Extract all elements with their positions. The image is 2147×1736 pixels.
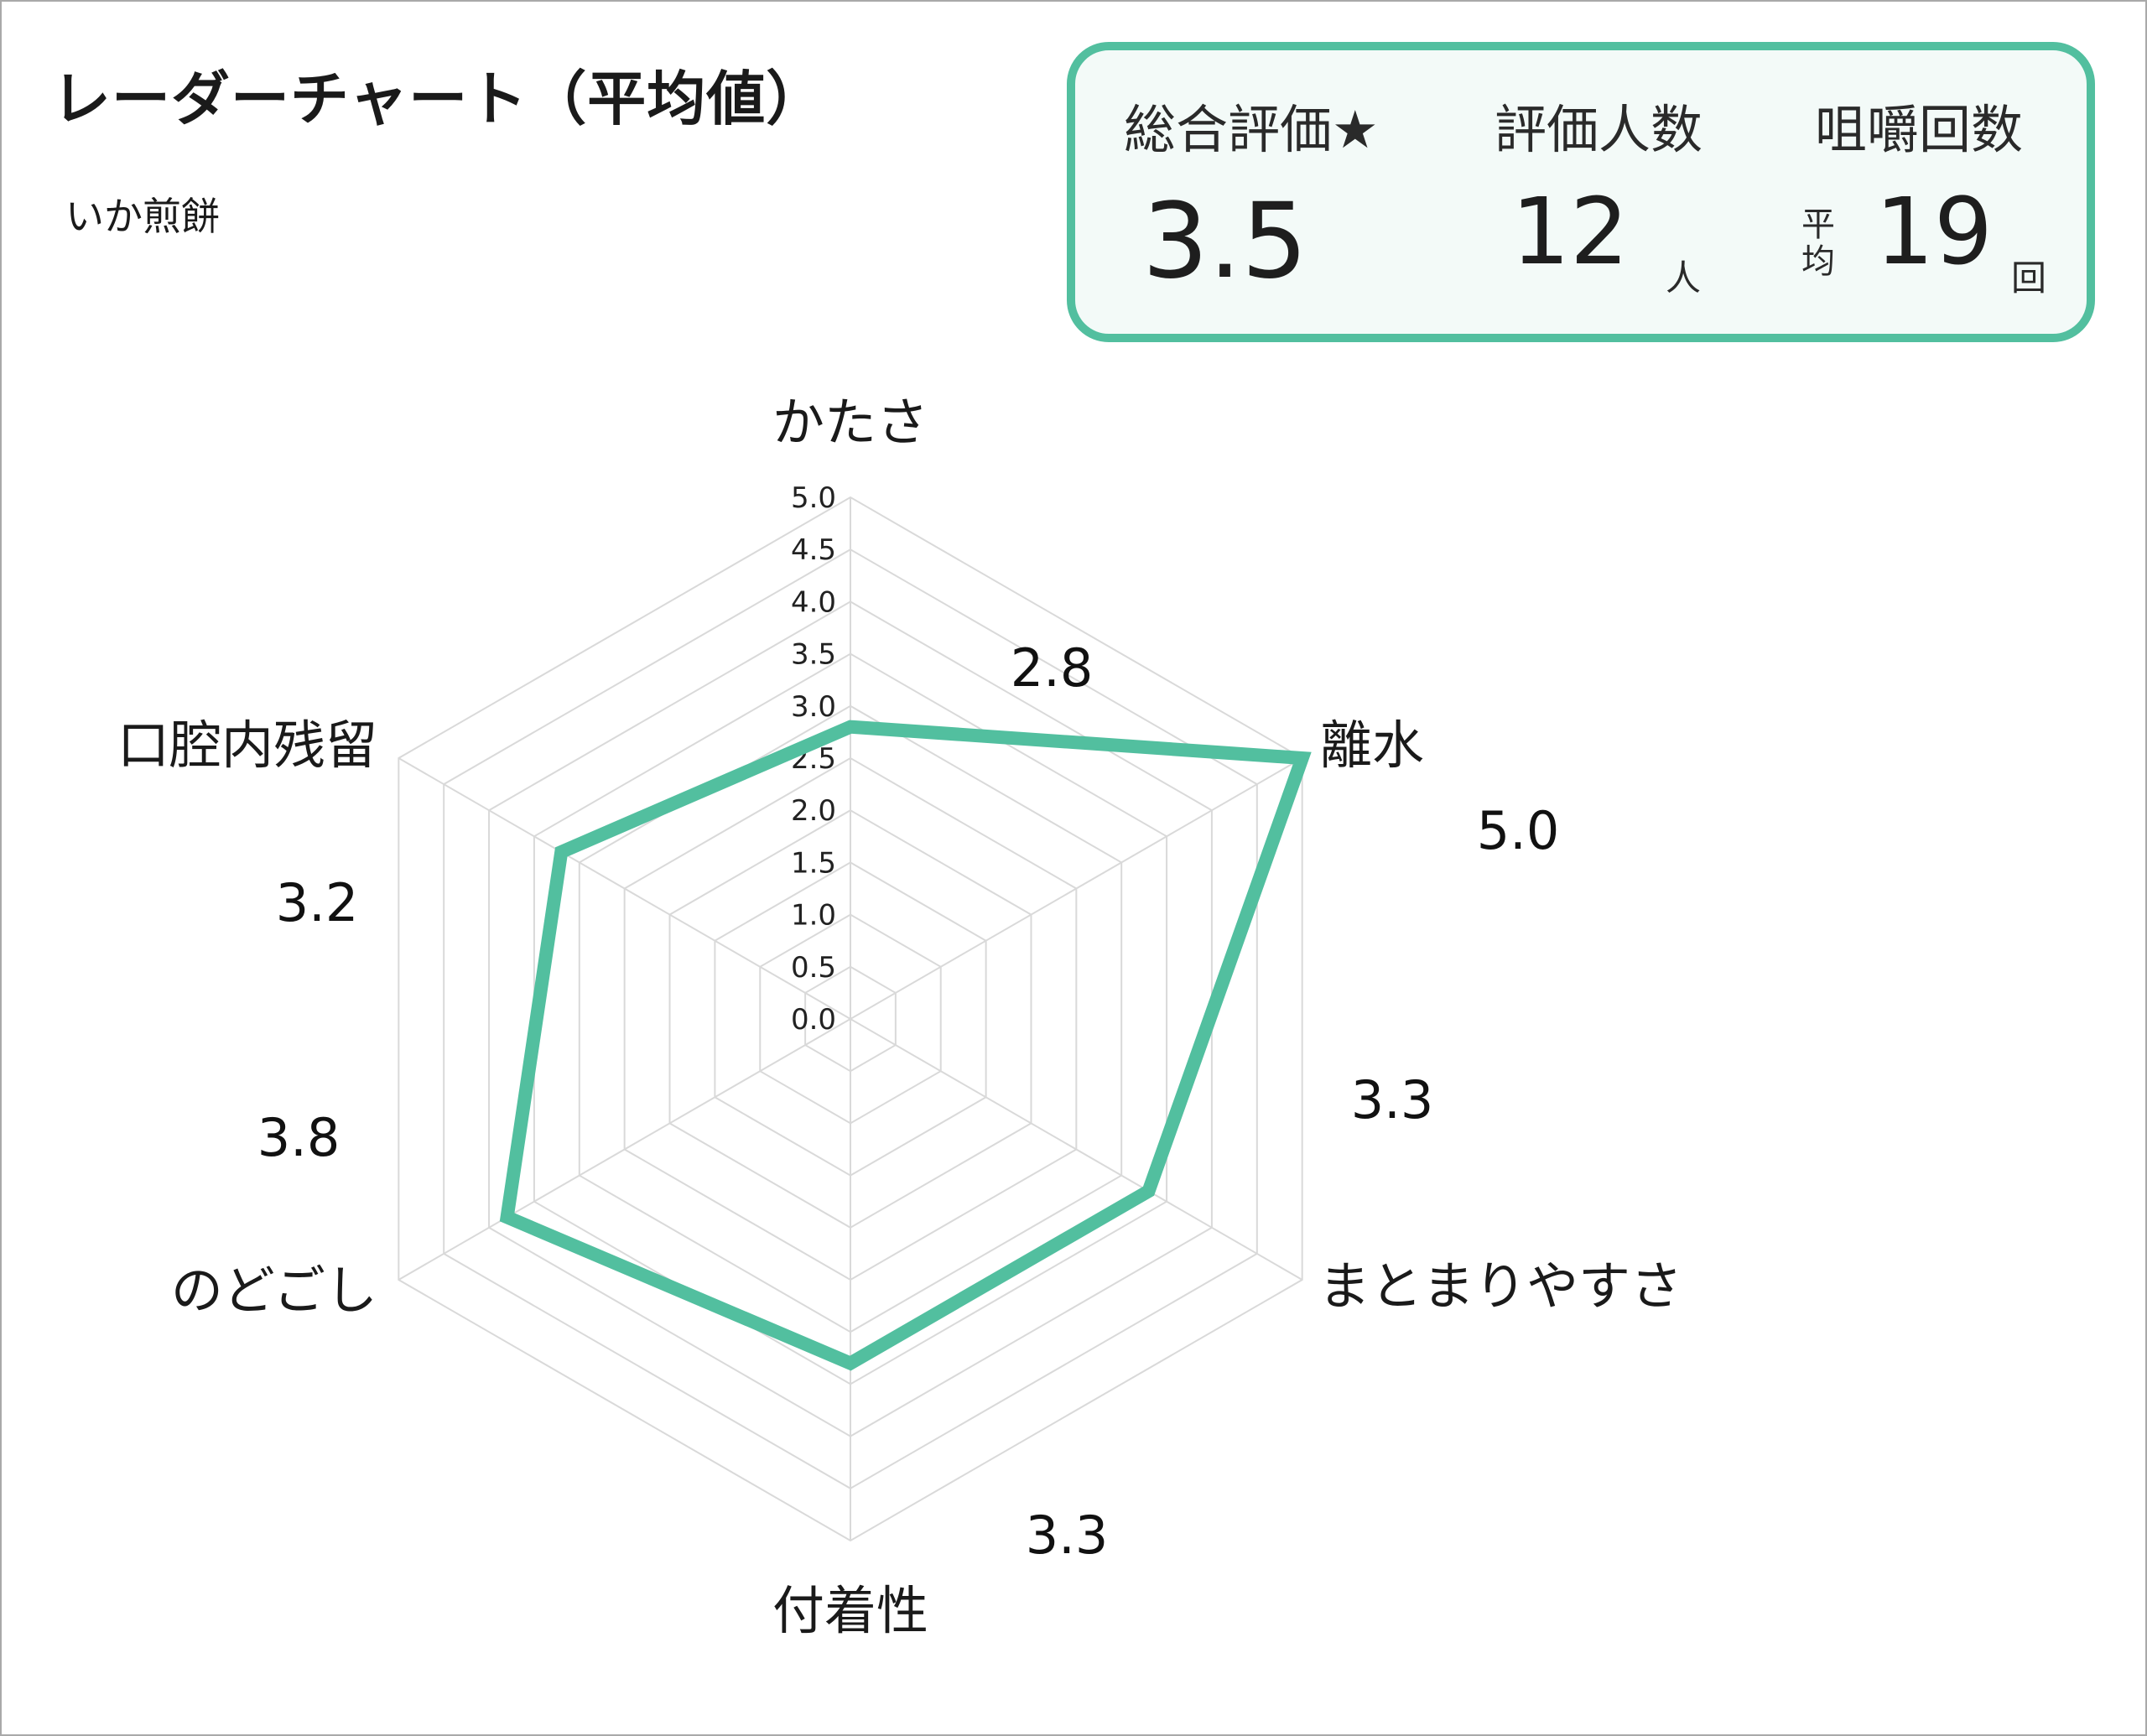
tick-label: 4.5	[791, 533, 836, 567]
value-label: 5.0	[1477, 800, 1560, 861]
grid-spoke	[398, 757, 851, 1020]
value-label: 3.2	[276, 872, 359, 933]
series-point	[848, 724, 853, 730]
chews-label: 咀嚼回数	[1815, 99, 2024, 160]
tick-label: 3.0	[791, 690, 836, 724]
raters-label: 評価人数	[1495, 99, 1703, 160]
tick-label: 1.5	[791, 846, 836, 880]
chart-subtitle: いか煎餅	[65, 194, 220, 239]
series-line	[499, 720, 1312, 1371]
grid-spoke	[398, 1018, 851, 1281]
tick-label: 4.0	[791, 585, 836, 619]
overall-rating-value: 3.5	[1142, 181, 1308, 302]
axis-label: 付着性	[772, 1580, 928, 1641]
overall-rating-label: 総合評価★	[1124, 99, 1379, 160]
value-label: 3.3	[1026, 1505, 1109, 1566]
radar-tick-labels: 0.00.51.01.52.02.53.03.54.04.55.0	[791, 481, 836, 1037]
radar-value-labels: 2.8 5.0 3.3 3.3 3.8 3.2	[257, 637, 1560, 1566]
series-point	[1299, 756, 1305, 761]
summary-panel: 総合評価★ 評価人数 咀嚼回数 3.5 12 人 平 均 19 回	[1067, 42, 2095, 342]
chart-title: レーダーチャート（平均値）	[52, 65, 826, 133]
tick-label: 0.5	[791, 951, 836, 985]
chews-value: 19	[1875, 178, 1993, 285]
axis-label: まとまりやすさ	[1318, 1255, 1682, 1317]
value-label: 3.8	[257, 1107, 341, 1168]
axis-label: かたさ	[772, 392, 928, 453]
value-label: 2.8	[1011, 637, 1094, 699]
axis-label: 口腔内残留	[117, 715, 377, 776]
tick-label: 5.0	[791, 481, 836, 515]
series-point	[504, 1214, 510, 1220]
tick-label: 1.0	[791, 899, 836, 933]
raters-unit: 人	[1666, 257, 1702, 299]
series-point	[1146, 1188, 1151, 1194]
grid-spoke	[850, 757, 1303, 1020]
chews-average-prefix: 平 均	[1800, 206, 1837, 280]
tick-label: 3.5	[791, 638, 836, 672]
tick-label: 2.0	[791, 794, 836, 828]
radar-grid	[398, 496, 1303, 1542]
chews-prefix-top: 平	[1801, 205, 1835, 244]
chews-unit: 回	[2011, 257, 2047, 299]
radar-series	[499, 720, 1312, 1371]
series-point	[559, 849, 564, 855]
tick-label: 0.0	[791, 1003, 836, 1037]
chews-prefix-bottom: 均	[1801, 242, 1835, 281]
raters-value: 12	[1511, 178, 1629, 285]
grid-spoke	[850, 1018, 1303, 1281]
axis-label: 離水	[1320, 715, 1424, 776]
value-label: 3.3	[1351, 1069, 1434, 1130]
axis-label: のどごし	[171, 1260, 377, 1321]
series-point	[848, 1360, 853, 1366]
